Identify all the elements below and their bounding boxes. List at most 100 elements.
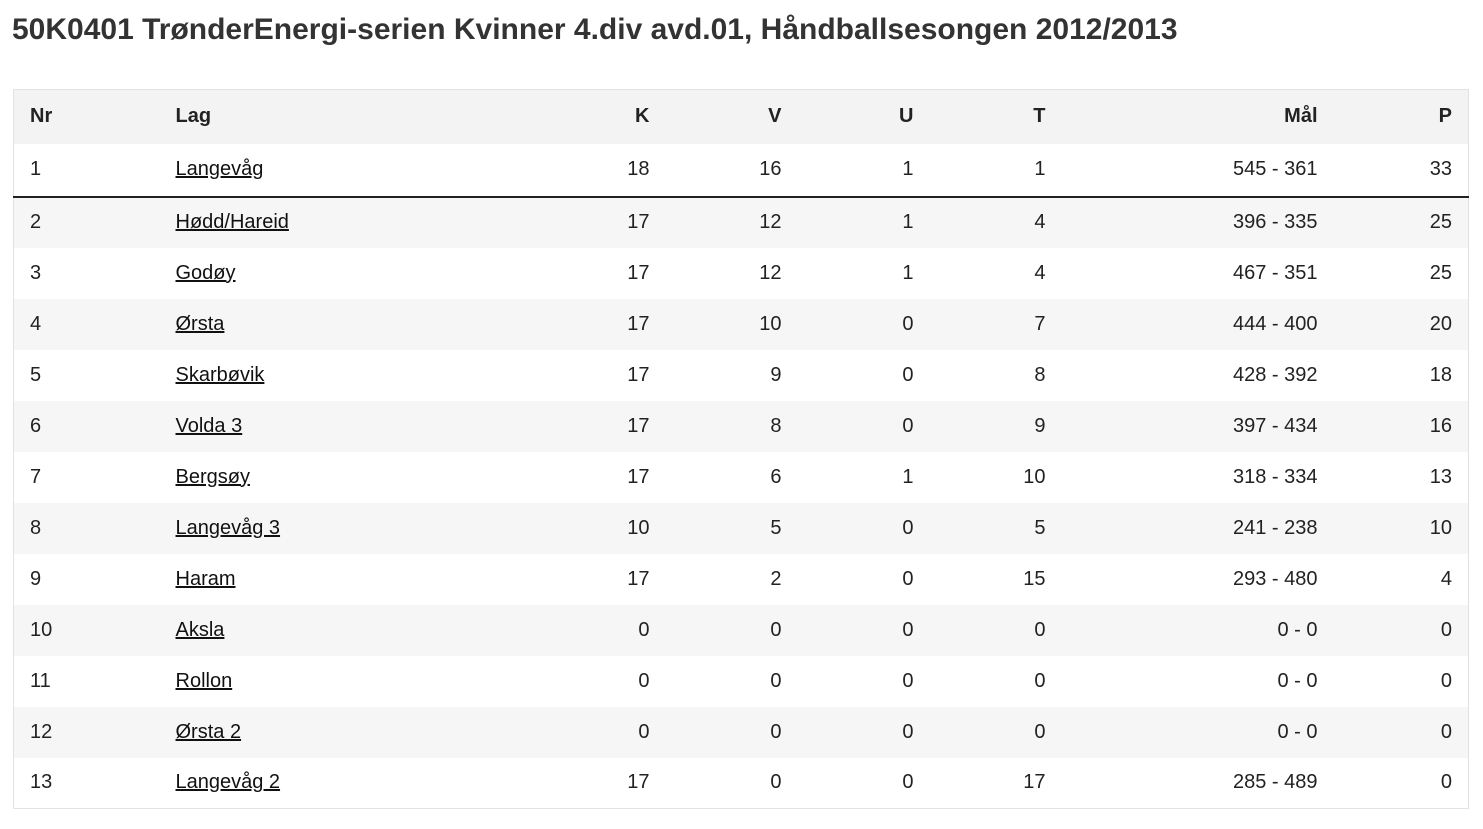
team-link[interactable]: Bergsøy [175,465,250,488]
cell-v: 10 [759,312,782,335]
cell-p: 0 [1440,618,1452,641]
table-row: 2 Hødd/Hareid 17 12 1 4 396 - 335 25 [13,196,1469,248]
team-link[interactable]: Langevåg 3 [175,516,281,539]
cell-nr: 9 [30,567,42,590]
cell-p: 33 [1429,158,1452,180]
table-row: 3 Godøy 17 12 1 4 467 - 351 25 [13,247,1469,299]
standings-table: Nr Lag K V U T Mål P 1 Langevåg 18 16 1 1 545 … [13,89,1469,809]
team-link[interactable]: Godøy [175,261,236,284]
cell-t: 0 [1034,618,1046,641]
cell-k: 17 [627,363,650,386]
cell-p: 13 [1429,465,1452,488]
cell-mal: 0 - 0 [1277,720,1318,743]
page-title: 50K0401 TrønderEnergi-serien Kvinner 4.d… [12,13,1178,46]
table-row: 7 Bergsøy 17 6 1 10 318 - 334 13 [13,451,1469,503]
cell-v: 16 [759,158,782,180]
cell-lag: Volda 3 [160,401,534,452]
cell-mal: 428 - 392 [1232,363,1318,386]
table-row: 12 Ørsta 2 0 0 0 0 0 - 0 0 [13,706,1469,758]
cell-p: 20 [1429,312,1452,335]
team-link[interactable]: Volda 3 [175,414,243,437]
team-link[interactable]: Ørsta 2 [175,720,242,743]
team-link[interactable]: Ørsta [175,312,225,335]
cell-lag: Langevåg 3 [160,503,534,554]
cell-v: 0 [770,771,782,794]
cell-nr: 2 [30,211,42,233]
cell-v: 5 [770,516,782,539]
cell-k: 17 [627,211,650,233]
cell-k: 17 [627,567,650,590]
cell-t: 1 [1034,158,1046,180]
cell-lag: Langevåg 2 [160,758,534,809]
header-mal: Mål [1284,105,1318,128]
cell-t: 10 [1023,465,1046,488]
cell-k: 0 [638,720,650,743]
cell-nr: 5 [30,363,42,386]
cell-k: 17 [627,414,650,437]
table-row: 9 Haram 17 2 0 15 293 - 480 4 [13,553,1469,605]
header-lag: Lag [175,105,212,128]
cell-u: 0 [902,771,914,794]
cell-u: 1 [902,211,914,233]
cell-lag: Godøy [160,248,534,299]
cell-lag: Haram [160,554,534,605]
team-link[interactable]: Langevåg 2 [175,771,281,794]
team-link[interactable]: Skarbøvik [175,363,265,386]
cell-p: 18 [1429,363,1452,386]
cell-nr: 6 [30,414,42,437]
table-row: 4 Ørsta 17 10 0 7 444 - 400 20 [13,298,1469,350]
cell-mal: 318 - 334 [1232,465,1318,488]
cell-nr: 1 [30,158,42,180]
table-header: Nr Lag K V U T Mål P [13,89,1469,144]
cell-t: 0 [1034,669,1046,692]
cell-u: 0 [902,618,914,641]
cell-u: 0 [902,312,914,335]
team-link[interactable]: Haram [175,567,236,590]
header-v: V [768,105,782,128]
table-row: 13 Langevåg 2 17 0 0 17 285 - 489 0 [13,757,1469,809]
table-row: 6 Volda 3 17 8 0 9 397 - 434 16 [13,400,1469,452]
cell-lag: Ørsta [160,299,534,350]
cell-lag: Skarbøvik [160,350,534,401]
cell-v: 6 [770,465,782,488]
cell-t: 15 [1023,567,1046,590]
cell-u: 0 [902,567,914,590]
cell-v: 0 [770,618,782,641]
table-body: 1 Langevåg 18 16 1 1 545 - 361 33 2 Hødd/Hareid 17… [13,143,1469,809]
cell-t: 8 [1034,363,1046,386]
cell-lag: Hødd/Hareid [160,197,534,248]
cell-k: 17 [627,465,650,488]
cell-mal: 293 - 480 [1232,567,1318,590]
cell-nr: 7 [30,465,42,488]
cell-k: 17 [627,312,650,335]
cell-mal: 396 - 335 [1232,211,1318,233]
cell-k: 17 [627,261,650,284]
cell-u: 0 [902,669,914,692]
cell-u: 1 [902,261,914,284]
header-row: Nr Lag K V U T Mål P [13,89,1469,144]
cell-lag: Aksla [160,605,534,656]
cell-nr: 12 [30,720,53,743]
team-link[interactable]: Aksla [175,618,225,641]
cell-k: 10 [627,516,650,539]
cell-u: 1 [902,158,914,180]
cell-t: 5 [1034,516,1046,539]
cell-nr: 11 [30,669,51,692]
cell-lag: Rollon [160,656,534,707]
header-k: K [635,105,650,128]
team-link[interactable]: Rollon [175,669,233,692]
cell-lag: Bergsøy [160,452,534,503]
cell-nr: 4 [30,312,42,335]
table-row: 8 Langevåg 3 10 5 0 5 241 - 238 10 [13,502,1469,554]
cell-nr: 13 [30,771,53,794]
cell-nr: 10 [30,618,53,641]
team-link[interactable]: Langevåg [175,158,264,180]
cell-p: 0 [1440,669,1452,692]
team-link[interactable]: Hødd/Hareid [175,211,289,233]
header-p: P [1438,105,1452,128]
cell-t: 4 [1034,211,1046,233]
cell-mal: 0 - 0 [1277,669,1318,692]
cell-u: 0 [902,363,914,386]
header-nr: Nr [30,105,53,128]
cell-v: 2 [770,567,782,590]
